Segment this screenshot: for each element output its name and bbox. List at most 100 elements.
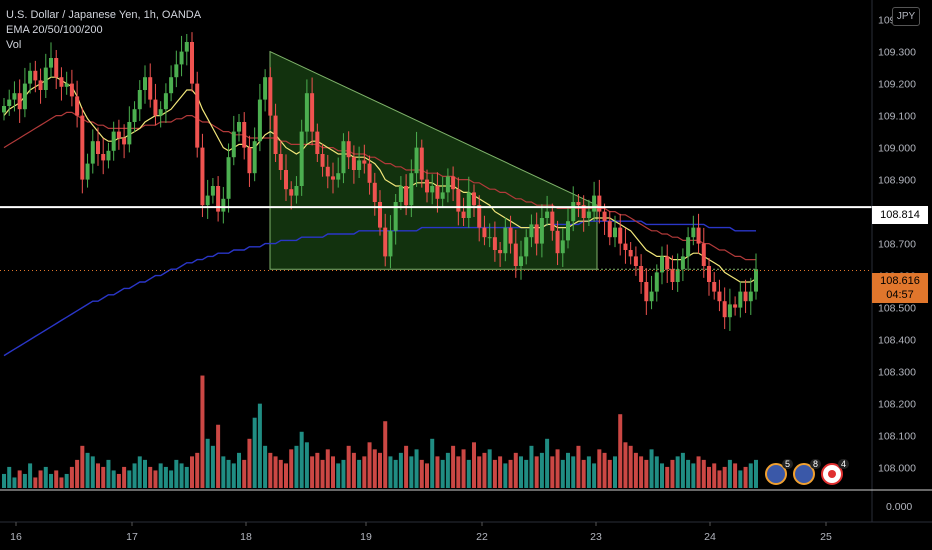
candle-body	[221, 198, 226, 212]
candle-body	[545, 211, 550, 218]
volume-bar	[195, 452, 200, 488]
candle-body	[754, 269, 758, 292]
candles	[2, 32, 758, 331]
candle-body	[555, 230, 560, 254]
volume-bar	[2, 473, 6, 488]
candle-body	[85, 163, 90, 180]
volume-bar	[466, 459, 471, 488]
us-flag-icon[interactable]: 8	[793, 459, 821, 485]
symbol-title[interactable]: U.S. Dollar / Japanese Yen, 1h, OANDA	[6, 9, 202, 21]
last-price-value: 108.616	[880, 275, 920, 287]
volume-bar	[539, 452, 544, 488]
volume-bar	[524, 459, 529, 488]
candle-body	[357, 160, 362, 170]
volume-bar	[680, 452, 685, 488]
volume-bar	[299, 431, 304, 488]
candle-body	[451, 176, 456, 190]
candle-body	[566, 221, 570, 241]
event-count: 5	[781, 459, 793, 469]
volume-bar	[190, 456, 194, 488]
candle-body	[210, 186, 215, 196]
volume-bar	[707, 466, 711, 488]
volume-bar	[273, 456, 278, 488]
candle-body	[367, 163, 372, 183]
volume-bar	[69, 466, 74, 488]
volume-bar	[597, 449, 602, 488]
candle-body	[618, 227, 623, 244]
candle-body	[153, 99, 158, 116]
candle-body	[294, 186, 299, 196]
volume-bar	[148, 466, 153, 488]
time-tick-label: 19	[360, 531, 372, 543]
candle-body	[122, 138, 127, 145]
candle-body	[425, 179, 429, 193]
candle-body	[127, 122, 132, 145]
candle-body	[654, 272, 659, 292]
volume-bar	[28, 463, 33, 488]
volume-bar	[362, 456, 367, 488]
volume-indicator-label[interactable]: Vol	[6, 39, 22, 51]
candle-body	[748, 291, 753, 302]
candle-body	[284, 170, 288, 190]
volume-bar	[268, 452, 273, 488]
candle-body	[435, 186, 440, 199]
target-icon[interactable]: 4	[821, 459, 849, 485]
volume-bar	[456, 456, 461, 488]
volume-bar	[482, 452, 487, 488]
candle-body	[378, 202, 382, 228]
currency-badge[interactable]: JPY	[892, 7, 920, 26]
event-count: 8	[809, 459, 821, 469]
volume-bar	[289, 449, 294, 488]
descending-triangle-drawing[interactable]	[269, 50, 756, 270]
candle-body	[524, 237, 529, 257]
candle-body	[38, 80, 43, 90]
candle-body	[304, 93, 309, 132]
candle-body	[231, 131, 236, 158]
candle-body	[143, 77, 147, 90]
candle-body	[388, 230, 393, 257]
volume-bar	[111, 470, 116, 488]
candle-body	[680, 256, 685, 270]
volume-bar	[163, 466, 168, 488]
candle-body	[503, 227, 508, 254]
us-flag-icon[interactable]: 5	[765, 459, 793, 485]
candle-body	[49, 58, 53, 68]
time-tick-label: 22	[476, 531, 488, 543]
candle-body	[237, 122, 241, 132]
candle-body	[383, 227, 388, 257]
economic-events: 5 8 4	[765, 459, 849, 489]
volume-bar	[534, 456, 539, 488]
last-price-tag: 108.616 04:57	[872, 273, 928, 303]
volume-bar	[7, 466, 12, 488]
volume-bar	[639, 456, 644, 488]
volume-bar	[284, 463, 288, 488]
volume-bar	[351, 452, 356, 488]
candle-body	[346, 141, 351, 158]
volume-bar	[555, 449, 560, 488]
volume-bar	[231, 463, 236, 488]
volume-bar	[602, 452, 607, 488]
candle-body	[158, 109, 163, 116]
candle-body	[278, 154, 283, 170]
time-axis[interactable]: 16 17 18 19 22 23 24 25	[10, 522, 832, 543]
volume-bar	[85, 452, 90, 488]
candle-body	[712, 282, 717, 292]
candle-body	[195, 83, 200, 148]
candle-body	[33, 70, 38, 81]
volume-bar	[43, 466, 48, 488]
candle-body	[581, 205, 586, 218]
candle-body	[461, 211, 466, 218]
candle-body	[487, 237, 492, 239]
candle-body	[456, 189, 461, 212]
volume-bar	[22, 473, 27, 488]
candle-body	[163, 93, 168, 110]
candle-body	[101, 154, 106, 161]
candle-body	[696, 227, 701, 244]
candle-body	[597, 195, 602, 212]
ema-indicator-label[interactable]: EMA 20/50/100/200	[6, 24, 103, 36]
candle-body	[701, 243, 706, 266]
chart-legend: U.S. Dollar / Japanese Yen, 1h, OANDA EM…	[6, 8, 201, 53]
volume-bar	[440, 459, 445, 488]
candle-body	[90, 141, 95, 164]
